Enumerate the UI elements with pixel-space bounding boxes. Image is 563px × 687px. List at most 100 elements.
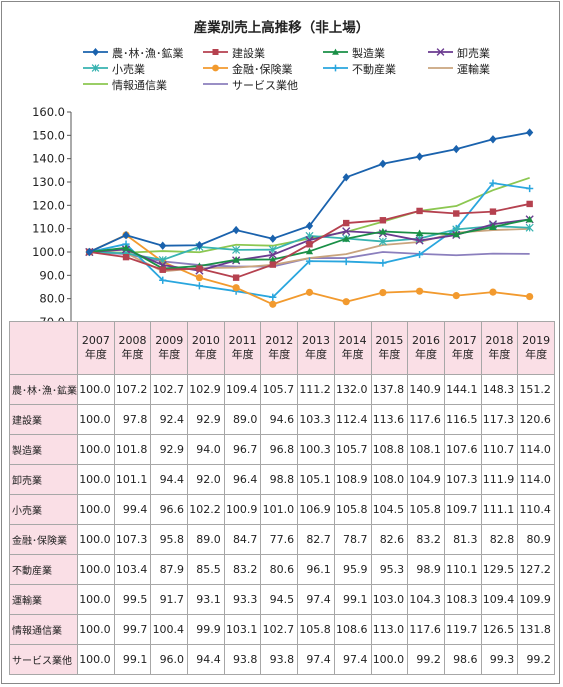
data-cell: 119.7 [443, 614, 482, 645]
data-point [196, 265, 203, 272]
data-cell: 107.3 [443, 464, 482, 495]
data-cell: 109.4 [480, 584, 519, 615]
year-unit: 年度 [158, 348, 181, 361]
data-cell: 82.7 [297, 524, 335, 555]
data-cell: 100.9 [223, 494, 262, 525]
x-tick-label: 2016 年度 [407, 321, 445, 375]
data-cell: 99.2 [407, 644, 445, 675]
data-cell: 116.5 [443, 404, 482, 435]
data-point [122, 244, 130, 251]
data-cell: 98.6 [443, 644, 482, 675]
data-point [232, 284, 240, 292]
data-cell: 114.0 [517, 464, 555, 495]
data-point [379, 217, 387, 224]
data-cell: 140.9 [407, 374, 445, 405]
table-row: 小売業 100.0 99.4 96.6 102.2 100.9 101.0 106.9 105.… [9, 494, 555, 525]
table-row: サービス業他 100.0 99.1 96.0 94.4 93.8 93.8 97.4 97.4 1… [9, 644, 555, 675]
legend-label: 建設業 [232, 47, 265, 60]
legend-swatch [203, 64, 228, 72]
data-cell: 95.8 [150, 524, 189, 555]
data-cell: 137.8 [370, 374, 409, 405]
data-point [269, 261, 277, 268]
data-cell: 94.0 [187, 434, 225, 465]
data-cell: 101.0 [260, 494, 299, 525]
data-point [379, 289, 387, 297]
data-cell: 98.9 [407, 554, 445, 585]
data-cell: 117.6 [407, 614, 445, 645]
data-cell: 93.8 [260, 644, 299, 675]
y-tick-label: 150.0 [32, 128, 65, 142]
data-cell: 95.9 [333, 554, 372, 585]
legend-label: 不動産業 [352, 63, 396, 76]
data-cell: 82.6 [370, 524, 409, 555]
year-value: 2018 [485, 334, 514, 347]
data-cell: 107.6 [443, 434, 482, 465]
data-point [269, 293, 277, 301]
legend-label: 情報通信業 [112, 79, 167, 92]
data-cell: 103.0 [370, 584, 409, 615]
data-cell: 96.1 [297, 554, 335, 585]
data-point [526, 292, 534, 301]
table-corner [9, 321, 78, 375]
year-value: 2011 [228, 334, 257, 347]
data-cell: 101.1 [113, 464, 152, 495]
data-cell: 108.1 [407, 434, 445, 465]
row-label: サービス業他 [9, 644, 78, 675]
x-tick-label: 2012 年度 [260, 321, 299, 375]
data-point [525, 223, 534, 232]
legend-label: サービス業他 [232, 79, 298, 92]
data-point [159, 276, 167, 284]
data-cell: 92.9 [150, 434, 189, 465]
legend-label: 農･林･漁･鉱業 [112, 47, 184, 60]
data-cell: 100.4 [150, 614, 189, 645]
data-point [415, 152, 424, 161]
data-point [332, 64, 339, 72]
data-cell: 109.4 [223, 374, 262, 405]
data-cell: 117.3 [480, 404, 519, 435]
data-cell: 101.8 [113, 434, 152, 465]
data-cell: 97.4 [297, 584, 335, 615]
y-tick-label: 120.0 [32, 198, 65, 212]
data-cell: 85.5 [187, 554, 225, 585]
data-point [342, 227, 351, 236]
data-cell: 132.0 [333, 374, 372, 405]
y-tick-label: 90.0 [39, 268, 65, 282]
data-cell: 102.7 [150, 374, 189, 405]
year-unit: 年度 [84, 348, 107, 361]
data-cell: 82.8 [480, 524, 519, 555]
data-point [195, 241, 204, 250]
data-point [416, 207, 423, 215]
data-point [122, 253, 130, 261]
data-point [453, 210, 460, 217]
data-cell: 100.0 [77, 434, 115, 465]
year-unit: 年度 [121, 348, 144, 361]
data-cell: 103.4 [113, 554, 152, 585]
y-tick-label: 100.0 [32, 245, 65, 259]
data-cell: 111.1 [480, 494, 519, 525]
year-value: 2009 [155, 334, 184, 347]
data-cell: 104.3 [407, 584, 445, 615]
data-point [268, 250, 277, 259]
data-cell: 92.4 [150, 404, 189, 435]
x-tick-label: 2019 年度 [517, 321, 555, 375]
legend-swatch [323, 64, 348, 72]
chart-title: 産業別売上高推移（非上場） [193, 20, 370, 36]
x-tick-label: 2015 年度 [370, 321, 409, 375]
legend-swatch [203, 49, 228, 55]
year-unit: 年度 [231, 348, 254, 361]
data-cell: 99.5 [113, 584, 152, 615]
data-cell: 99.9 [187, 614, 225, 645]
year-unit: 年度 [304, 348, 327, 361]
data-cell: 111.9 [480, 464, 519, 495]
data-cell: 80.6 [260, 554, 299, 585]
legend-swatch [428, 48, 453, 56]
data-cell: 92.0 [187, 464, 225, 495]
row-label: 製造業 [9, 434, 78, 465]
table-row: 製造業 100.0 101.8 92.9 94.0 96.7 96.8 100.3 105.7 1… [9, 434, 555, 465]
year-value: 2014 [338, 334, 367, 347]
data-cell: 105.7 [260, 374, 299, 405]
data-cell: 100.0 [77, 584, 115, 615]
data-cell: 105.7 [333, 434, 372, 465]
data-cell: 107.3 [113, 524, 152, 555]
data-cell: 113.0 [370, 614, 409, 645]
